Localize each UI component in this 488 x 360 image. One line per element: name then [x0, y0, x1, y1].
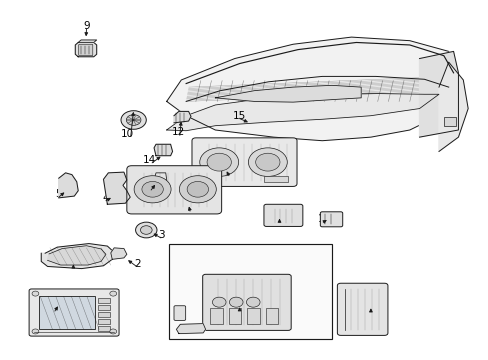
Circle shape — [110, 329, 116, 334]
FancyBboxPatch shape — [192, 138, 296, 186]
Circle shape — [135, 222, 157, 238]
Polygon shape — [78, 40, 97, 42]
FancyBboxPatch shape — [126, 166, 221, 214]
Polygon shape — [154, 144, 172, 156]
Text: 3: 3 — [158, 230, 165, 240]
FancyBboxPatch shape — [337, 283, 387, 336]
Text: 12: 12 — [172, 127, 185, 137]
Bar — [169, 244, 331, 339]
Text: 17: 17 — [365, 303, 378, 314]
Bar — [39, 296, 95, 329]
Bar — [98, 319, 110, 324]
FancyBboxPatch shape — [202, 274, 290, 330]
Text: 13: 13 — [318, 214, 331, 224]
Polygon shape — [59, 173, 78, 198]
Bar — [265, 307, 278, 324]
FancyBboxPatch shape — [174, 306, 185, 320]
Polygon shape — [166, 94, 438, 131]
Text: 1: 1 — [70, 259, 77, 269]
Text: 7: 7 — [226, 168, 233, 178]
Text: 16: 16 — [233, 302, 246, 312]
Polygon shape — [111, 248, 126, 259]
Circle shape — [255, 153, 280, 171]
FancyBboxPatch shape — [264, 204, 302, 226]
Text: 4: 4 — [102, 193, 109, 203]
Bar — [228, 307, 241, 324]
Circle shape — [246, 297, 260, 307]
Polygon shape — [103, 172, 130, 204]
Bar — [98, 305, 110, 310]
Text: 14: 14 — [143, 156, 156, 165]
Bar — [98, 298, 110, 303]
Text: 2: 2 — [134, 259, 141, 269]
Circle shape — [200, 148, 238, 176]
FancyBboxPatch shape — [29, 289, 119, 336]
Text: 18: 18 — [47, 303, 61, 314]
Circle shape — [187, 181, 208, 197]
Text: 15: 15 — [233, 111, 246, 121]
Bar — [210, 307, 222, 324]
Bar — [264, 176, 287, 182]
Circle shape — [212, 297, 225, 307]
Bar — [247, 307, 259, 324]
Polygon shape — [176, 324, 205, 334]
Text: 10: 10 — [121, 129, 134, 139]
Polygon shape — [75, 42, 97, 57]
FancyBboxPatch shape — [320, 212, 342, 227]
Polygon shape — [166, 37, 458, 141]
Circle shape — [179, 176, 216, 203]
Text: 8: 8 — [187, 203, 194, 213]
Text: 11: 11 — [272, 212, 285, 222]
FancyBboxPatch shape — [79, 44, 93, 56]
Circle shape — [32, 291, 39, 296]
Circle shape — [229, 297, 243, 307]
Circle shape — [121, 111, 146, 129]
Polygon shape — [419, 51, 458, 137]
Circle shape — [32, 329, 39, 334]
Circle shape — [206, 153, 231, 171]
Text: 5: 5 — [55, 189, 62, 199]
Polygon shape — [174, 111, 191, 123]
Text: 9: 9 — [83, 21, 90, 31]
Polygon shape — [47, 246, 106, 265]
Text: 6: 6 — [147, 182, 154, 192]
Bar — [443, 117, 455, 126]
Circle shape — [140, 226, 152, 234]
Bar — [98, 327, 110, 332]
Circle shape — [126, 114, 141, 125]
Circle shape — [110, 291, 116, 296]
Bar — [98, 312, 110, 317]
Circle shape — [248, 148, 287, 176]
Circle shape — [142, 181, 163, 197]
Polygon shape — [41, 244, 113, 269]
Polygon shape — [155, 173, 166, 184]
Polygon shape — [215, 85, 361, 102]
Circle shape — [134, 176, 171, 203]
Polygon shape — [438, 62, 467, 152]
